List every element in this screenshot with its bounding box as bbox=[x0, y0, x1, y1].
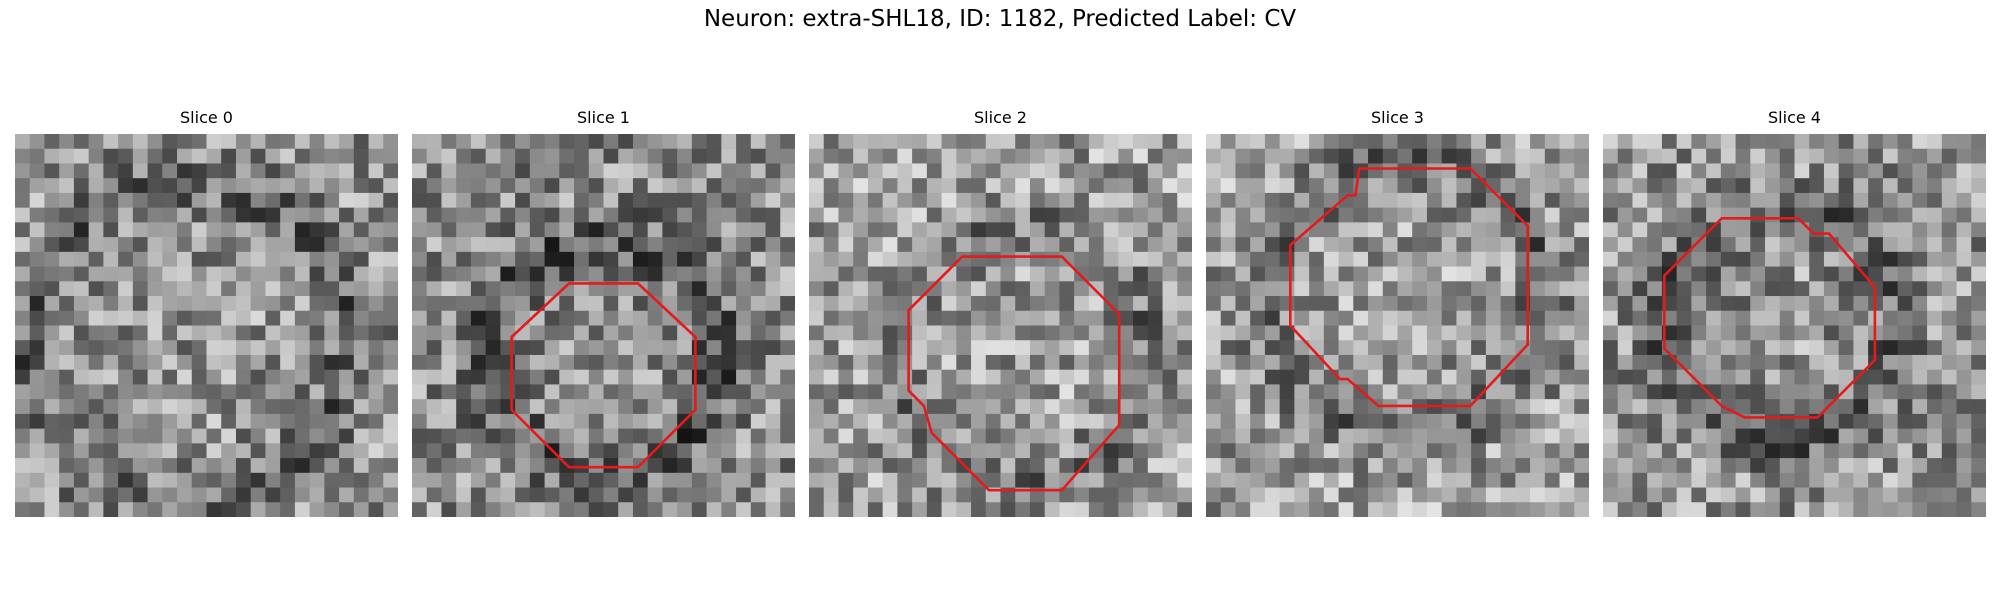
cell-outline-2 bbox=[907, 255, 1121, 492]
slice-title-0: Slice 0 bbox=[180, 108, 233, 127]
slice-image-2-svg bbox=[809, 134, 1192, 517]
slice-image-4 bbox=[1603, 134, 1986, 517]
slice-image-3-svg bbox=[1206, 134, 1589, 517]
slice-title-1: Slice 1 bbox=[577, 108, 630, 127]
slice-image-1-svg bbox=[412, 134, 795, 517]
cell-outline-4 bbox=[1662, 217, 1877, 419]
slice-image-0-svg bbox=[15, 134, 398, 517]
cell-outline-3 bbox=[1289, 167, 1530, 408]
cell-outline-1 bbox=[510, 282, 697, 469]
figure-title: Neuron: extra-SHL18, ID: 1182, Predicted… bbox=[703, 6, 1297, 32]
slice-title-3: Slice 3 bbox=[1371, 108, 1424, 127]
slice-image-0 bbox=[15, 134, 398, 517]
slice-image-3 bbox=[1206, 134, 1589, 517]
slice-image-4-svg bbox=[1603, 134, 1986, 517]
slice-title-2: Slice 2 bbox=[974, 108, 1027, 127]
slice-image-1 bbox=[412, 134, 795, 517]
slice-image-2 bbox=[809, 134, 1192, 517]
slice-title-4: Slice 4 bbox=[1768, 108, 1821, 127]
